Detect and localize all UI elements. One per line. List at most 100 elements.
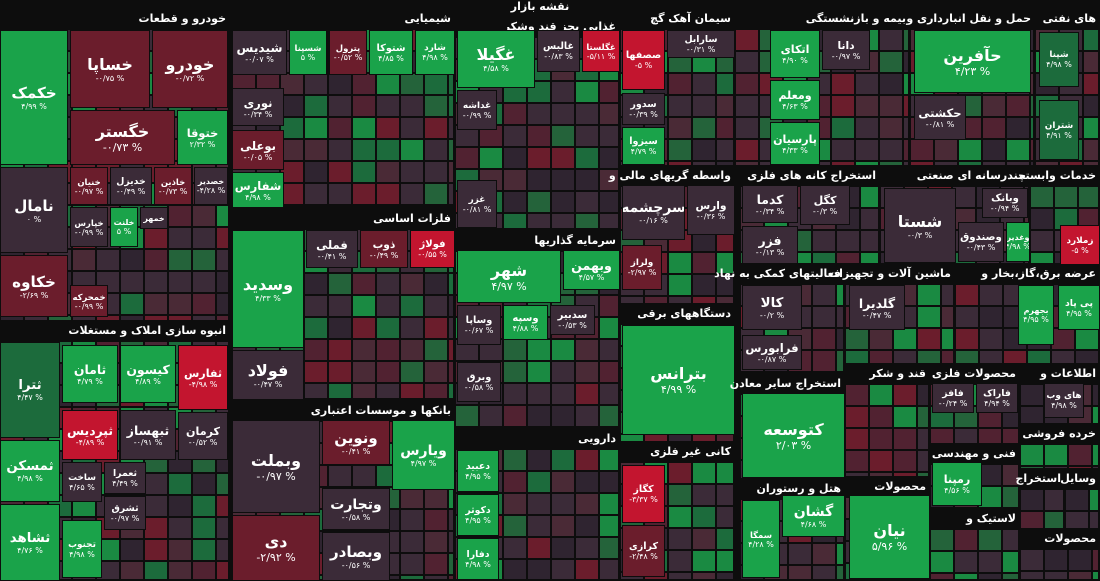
- stock-tile[interactable]: خدیزل -۰/۴۹ %: [110, 167, 152, 205]
- stock-tile[interactable]: ویارس ۴/۹۷ %: [392, 420, 455, 490]
- stock-tile[interactable]: خکمک ۴/۹۹ %: [0, 30, 68, 165]
- stock-tile[interactable]: فافز -۰/۲۴ %: [932, 383, 974, 413]
- stock-tile[interactable]: بوعلی -۰/۰۵ %: [232, 130, 284, 170]
- stock-tile[interactable]: ونوین -۰/۴۱ %: [322, 420, 390, 465]
- stock-tile[interactable]: کرمان -۰/۵۲ %: [178, 412, 228, 460]
- stock-tile[interactable]: وبانک -۰/۹۴ %: [982, 188, 1028, 218]
- stock-tile[interactable]: پترول -۰/۵۲ %: [329, 30, 367, 75]
- stock-tile[interactable]: حکشتی -۰/۸۱ %: [914, 95, 966, 140]
- stock-tile[interactable]: شسپنا ۵ %: [289, 30, 327, 75]
- stock-tile[interactable]: صصفها -۵ %: [622, 30, 665, 90]
- stock-tile[interactable]: غداشه -۰/۹۹ %: [457, 90, 497, 130]
- stock-tile[interactable]: وسپه ۴/۸۸ %: [503, 305, 548, 340]
- stock-tile[interactable]: خصدیر -۴/۲۸ %: [194, 167, 228, 205]
- stock-tile[interactable]: ثامان ۴/۷۹ %: [62, 345, 118, 403]
- stock-tile[interactable]: سمگا ۴/۲۸ %: [742, 500, 780, 578]
- stock-tile[interactable]: وبملت -۰/۹۷ %: [232, 420, 320, 513]
- stock-tile[interactable]: ساخت ۴/۶۵ %: [62, 462, 102, 502]
- stock-tile[interactable]: خمحرکه -۰/۹۹ %: [70, 285, 108, 317]
- stock-tile[interactable]: وارس -۰/۳۶ %: [687, 185, 735, 235]
- stock-tile[interactable]: خساپا -۰/۷۵ %: [70, 30, 150, 108]
- stock-tile[interactable]: فزر -۰/۱۳ %: [742, 226, 798, 264]
- stock-tile[interactable]: شارد ۴/۹۸ %: [415, 30, 455, 75]
- stock-tile[interactable]: شتوکا ۴/۸۵ %: [369, 30, 413, 75]
- stock-tile[interactable]: زملارد -۵ %: [1060, 225, 1100, 265]
- stock-tile[interactable]: دعبید ۴/۹۵ %: [457, 450, 499, 492]
- stock-tile[interactable]: فرابورس -۰/۸۷ %: [742, 335, 802, 370]
- stock-tile[interactable]: ثبهساز -۰/۹۱ %: [120, 410, 176, 460]
- stock-tile[interactable]: کگاز -۳/۳۷ %: [622, 465, 665, 523]
- stock-tile[interactable]: وسدید ۴/۳۳ %: [232, 230, 304, 348]
- stock-tile[interactable]: بجهرم ۴/۹۵ %: [1018, 285, 1054, 345]
- stock-tile[interactable]: ثپردیس -۴/۸۹ %: [62, 410, 118, 460]
- stock-tile[interactable]: دفارا ۴/۹۸ %: [457, 538, 499, 580]
- stock-tile[interactable]: شهر ۴/۹۷ %: [457, 250, 561, 303]
- stock-tile[interactable]: ثفارس -۴/۹۸ %: [178, 345, 228, 410]
- stock-tile[interactable]: سدبیر -۰/۵۳ %: [550, 305, 595, 335]
- stock-tile[interactable]: غگیلا ۴/۵۸ %: [457, 30, 535, 88]
- stock-tile[interactable]: خودرو -۰/۷۲ %: [152, 30, 228, 108]
- stock-tile[interactable]: کتوسعه ۲/۰۳ %: [742, 393, 845, 478]
- stock-tile[interactable]: وغدیر ۴/۹۸ %: [1006, 222, 1030, 262]
- stock-tile[interactable]: حآفرین ۴/۲۳ %: [914, 30, 1031, 93]
- stock-tile[interactable]: دی -۲/۹۲ %: [232, 515, 320, 581]
- stock-tile[interactable]: فولاد -۰/۴۷ %: [232, 350, 304, 400]
- stock-tile[interactable]: پارسیان ۴/۳۳ %: [770, 122, 820, 165]
- stock-tile[interactable]: کالا -۰/۲ %: [742, 285, 802, 330]
- stock-tile[interactable]: گشان ۴/۶۸ %: [782, 495, 845, 537]
- stock-tile[interactable]: وبرق -۰/۵۸ %: [457, 362, 501, 402]
- stock-tile[interactable]: وساپا -۰/۶۷ %: [457, 305, 501, 345]
- stock-tile[interactable]: تجنوب ۴/۹۸ %: [62, 520, 102, 578]
- stock-tile[interactable]: فاراک ۴/۹۴ %: [976, 383, 1018, 413]
- stock-tile[interactable]: خلنت ۵ %: [110, 207, 138, 247]
- stock-tile[interactable]: ثعمرا ۴/۴۹ %: [104, 462, 146, 494]
- stock-tile[interactable]: دانا -۰/۹۷ %: [822, 30, 870, 70]
- stock-tile[interactable]: خکاوه -۲/۶۹ %: [0, 255, 68, 317]
- stock-tile[interactable]: بترانس ۴/۹۹ %: [622, 325, 735, 435]
- stock-tile[interactable]: وبصادر -۰/۵۶ %: [322, 532, 390, 581]
- stock-tile[interactable]: ولراز -۲/۹۷ %: [622, 245, 662, 290]
- stock-tile[interactable]: ومعلم ۴/۶۳ %: [770, 80, 820, 120]
- stock-tile[interactable]: پی پاد ۴/۹۵ %: [1058, 285, 1100, 330]
- stock-tile[interactable]: ثمسکن ۴/۹۸ %: [0, 440, 60, 502]
- stock-tile[interactable]: کدما -۰/۳۴ %: [742, 185, 798, 223]
- stock-tile[interactable]: های وب ۴/۹۸ %: [1044, 383, 1084, 418]
- stock-tile[interactable]: اتکای ۴/۹۰ %: [770, 30, 820, 78]
- stock-tile[interactable]: وتجارت -۰/۵۸ %: [322, 488, 390, 530]
- stock-tile[interactable]: کیسون ۴/۸۹ %: [120, 345, 176, 403]
- stock-tile[interactable]: دکوثر ۴/۹۵ %: [457, 494, 499, 536]
- stock-tile[interactable]: شتران ۴/۹۱ %: [1039, 100, 1079, 160]
- stock-tile[interactable]: فولاژ -۰/۵۵ %: [410, 230, 455, 268]
- stock-tile[interactable]: خنیان -۰/۹۷ %: [70, 167, 108, 205]
- stock-tile[interactable]: ذوب -۰/۴۹ %: [360, 230, 408, 268]
- stock-tile[interactable]: فملی -۰/۴۱ %: [306, 230, 358, 268]
- stock-tile[interactable]: خگستر -۰/۷۳ %: [70, 110, 175, 165]
- stock-tile[interactable]: خاذین -۰/۷۳ %: [154, 167, 192, 205]
- stock-tile[interactable]: ثشاهد ۴/۷۶ %: [0, 504, 60, 581]
- stock-tile[interactable]: نامال ۰ %: [0, 167, 68, 253]
- stock-tile[interactable]: خپارس -۰/۹۹ %: [70, 207, 108, 247]
- stock-tile[interactable]: نوری -۰/۳۴ %: [232, 88, 284, 126]
- stock-tile[interactable]: سرچشمه -۰/۱۶ %: [622, 185, 685, 240]
- stock-tile[interactable]: رمپنا ۴/۵۶ %: [932, 462, 982, 506]
- stock-tile[interactable]: سدور -۰/۳۹ %: [622, 93, 665, 125]
- stock-tile[interactable]: سیزوا ۴/۷۹ %: [622, 127, 665, 165]
- stock-tile[interactable]: شستا -۰/۳ %: [884, 188, 956, 263]
- stock-tile[interactable]: کرازی -۲/۴۸ %: [622, 525, 665, 577]
- stock-tile[interactable]: خمهر: [140, 207, 168, 229]
- stock-tile[interactable]: سارابل -۰/۳۱ %: [667, 30, 735, 58]
- stock-tile[interactable]: شیدیس -۰/۰۷ %: [232, 30, 287, 75]
- stock-tile[interactable]: وبهمن ۴/۵۷ %: [563, 250, 620, 290]
- stock-tile[interactable]: وصندوق -۰/۴۳ %: [958, 222, 1004, 262]
- stock-tile[interactable]: کگل -۰/۳ %: [800, 185, 850, 225]
- stock-tile[interactable]: ختوقا ۲/۳۲ %: [177, 110, 228, 165]
- stock-tile[interactable]: غزر -۰/۸۱ %: [457, 180, 497, 228]
- stock-tile[interactable]: شپنا ۴/۹۸ %: [1039, 32, 1079, 87]
- stock-tile[interactable]: نیان ۵/۹۶ %: [849, 495, 930, 579]
- stock-tile[interactable]: ثترا ۴/۴۷ %: [0, 342, 60, 438]
- stock-tile[interactable]: غگلستا -۵/۱۱ %: [582, 30, 620, 72]
- stock-tile[interactable]: ثشرق -۰/۹۷ %: [104, 496, 146, 530]
- stock-tile[interactable]: شفارس ۴/۹۸ %: [232, 172, 284, 208]
- stock-tile[interactable]: غالبس -۰/۸۳ %: [537, 30, 580, 72]
- stock-tile[interactable]: گلدیرا -۰/۴۷ %: [849, 285, 905, 330]
